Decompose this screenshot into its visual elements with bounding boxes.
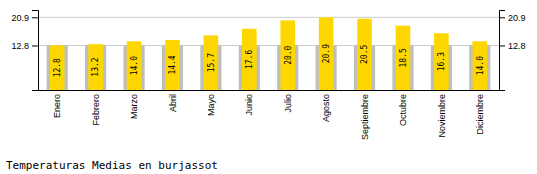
grid-line — [38, 45, 499, 46]
x-tick-label: Julio — [283, 94, 293, 113]
y2-tick: 20.9 — [499, 13, 526, 23]
y2-tick: 12.8 — [499, 41, 526, 51]
bar — [127, 41, 142, 90]
x-tick: Noviembre — [437, 90, 447, 138]
y-axis: 12.8 20.9 — [11, 11, 38, 91]
data-label: 20.9 — [322, 44, 331, 63]
bar — [280, 20, 295, 90]
y-axis-line — [32, 11, 39, 91]
y2-tick-label: 20.9 — [508, 13, 526, 23]
y-tick-line — [32, 17, 38, 18]
grid — [38, 17, 499, 45]
x-tick: Julio — [283, 90, 293, 113]
x-tick-label: Octubre — [398, 94, 408, 126]
y-tick: 20.9 — [11, 13, 38, 23]
data-label: 17.6 — [245, 50, 254, 69]
x-axis: Enero Febrero Marzo Abril Mayo Junio Julio Agos… — [39, 90, 500, 140]
grid-line — [38, 17, 499, 18]
data-label: 14.0 — [476, 56, 485, 75]
x-tick-label: Abril — [168, 94, 178, 112]
bar — [396, 26, 411, 90]
data-label: 14.4 — [168, 55, 177, 74]
data-label: 18.5 — [399, 48, 408, 67]
x-tick: Octubre — [398, 90, 408, 126]
x-tick: Diciembre — [475, 90, 485, 135]
y2-axis: 12.8 20.9 — [499, 11, 526, 91]
x-tick-label: Septiembre — [360, 94, 370, 140]
data-label: 15.7 — [207, 53, 216, 72]
y-tick-line — [32, 45, 38, 46]
x-tick-label: Junio — [244, 94, 254, 116]
data-label: 20.0 — [284, 45, 293, 64]
bar — [50, 45, 65, 90]
bar — [472, 41, 487, 90]
series — [47, 45, 491, 90]
bar — [204, 35, 219, 90]
x-tick: Abril — [168, 90, 178, 112]
x-tick: Mayo — [206, 90, 216, 116]
y2-axis-line — [500, 11, 506, 91]
x-axis-line — [39, 90, 500, 91]
x-tick-label: Diciembre — [475, 94, 485, 135]
data-label: 20.5 — [360, 45, 369, 64]
bar — [319, 17, 334, 90]
plot: 12.8 13.2 14.0 14.4 15.7 17.6 20.0 20.9 20.5 18.5… — [11, 11, 525, 141]
x-tick-label: Noviembre — [437, 94, 447, 138]
bar — [88, 44, 103, 90]
series — [50, 17, 487, 90]
bar — [47, 45, 68, 90]
bar — [434, 33, 449, 90]
bar — [165, 40, 180, 90]
x-tick: Agosto — [321, 90, 331, 122]
chart: 12.8 13.2 14.0 14.4 15.7 17.6 20.0 20.9 20.5 18.5… — [0, 0, 537, 174]
x-tick: Febrero — [91, 90, 101, 126]
x-tick: Septiembre — [360, 90, 370, 140]
bar — [357, 19, 372, 90]
y2-tick-line — [499, 17, 505, 18]
x-tick: Marzo — [129, 90, 139, 119]
y2-tick-label: 12.8 — [508, 41, 526, 51]
y2-tick-line — [499, 45, 505, 46]
x-tick-label: Enero — [52, 94, 62, 118]
x-tick: Enero — [52, 90, 62, 118]
x-tick-label: Febrero — [91, 94, 101, 126]
x-tick-label: Marzo — [129, 94, 139, 119]
data-label: 16.3 — [437, 52, 446, 71]
bars — [47, 17, 491, 90]
x-tick: Junio — [244, 90, 254, 116]
x-tick-label: Agosto — [321, 94, 331, 122]
data-labels: 12.8 13.2 14.0 14.4 15.7 17.6 20.0 20.9 20.5 18.5… — [53, 44, 485, 78]
data-label: 12.8 — [53, 58, 62, 77]
y-tick: 12.8 — [11, 41, 38, 51]
data-label: 13.2 — [91, 57, 100, 76]
y-tick-label: 12.8 — [11, 41, 29, 51]
y-tick-label: 20.9 — [11, 13, 29, 23]
bar — [242, 29, 257, 90]
title: Temperaturas Medias en burjassot — [6, 159, 218, 172]
data-label: 14.0 — [130, 56, 139, 75]
x-tick-label: Mayo — [206, 94, 216, 116]
